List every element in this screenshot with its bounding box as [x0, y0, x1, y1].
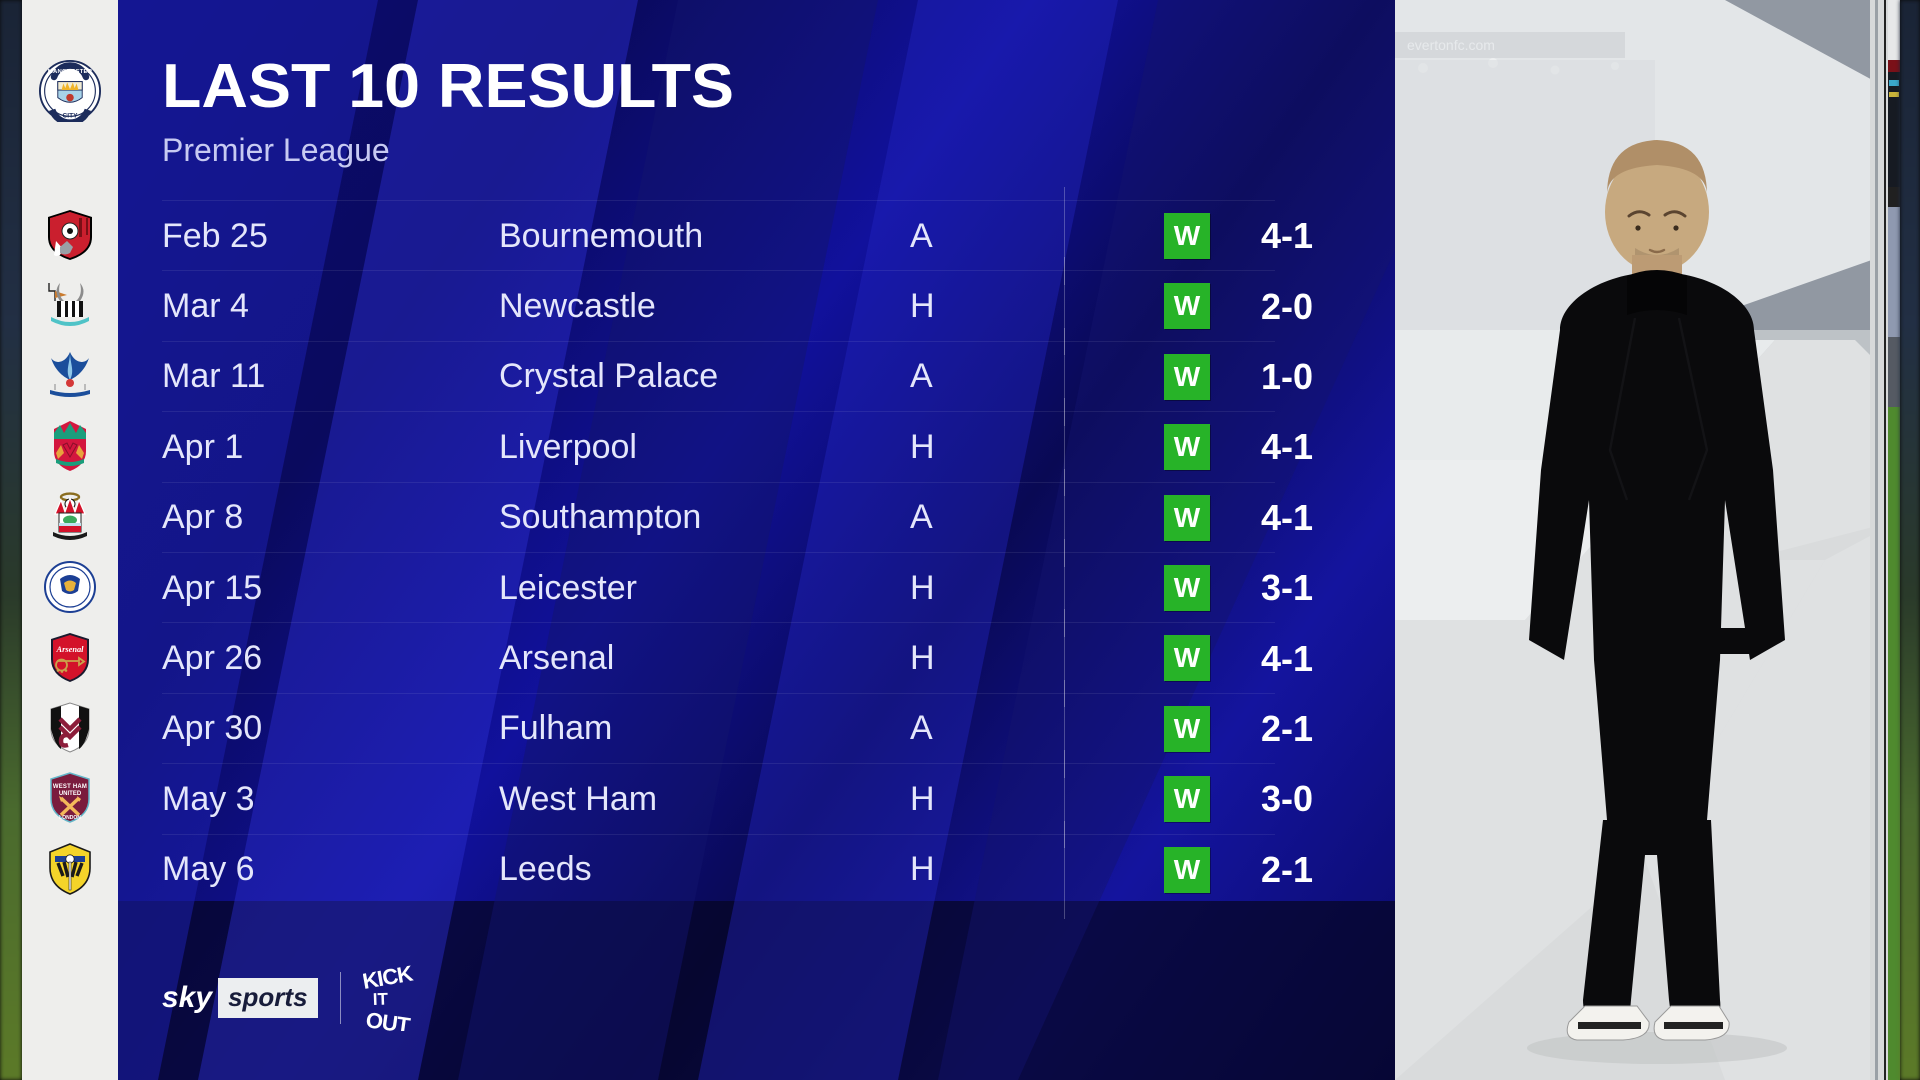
svg-text:MANCHESTER: MANCHESTER: [48, 69, 93, 75]
svg-text:KICK: KICK: [363, 965, 415, 994]
svg-text:OUT: OUT: [364, 1007, 412, 1031]
svg-text:LONDON: LONDON: [59, 815, 81, 821]
svg-text:UNITED: UNITED: [59, 791, 82, 797]
svg-text:Arsenal: Arsenal: [56, 645, 85, 654]
svg-text:IT: IT: [372, 989, 388, 1009]
svg-text:CITY: CITY: [63, 112, 79, 119]
svg-text:WEST HAM: WEST HAM: [53, 784, 87, 790]
